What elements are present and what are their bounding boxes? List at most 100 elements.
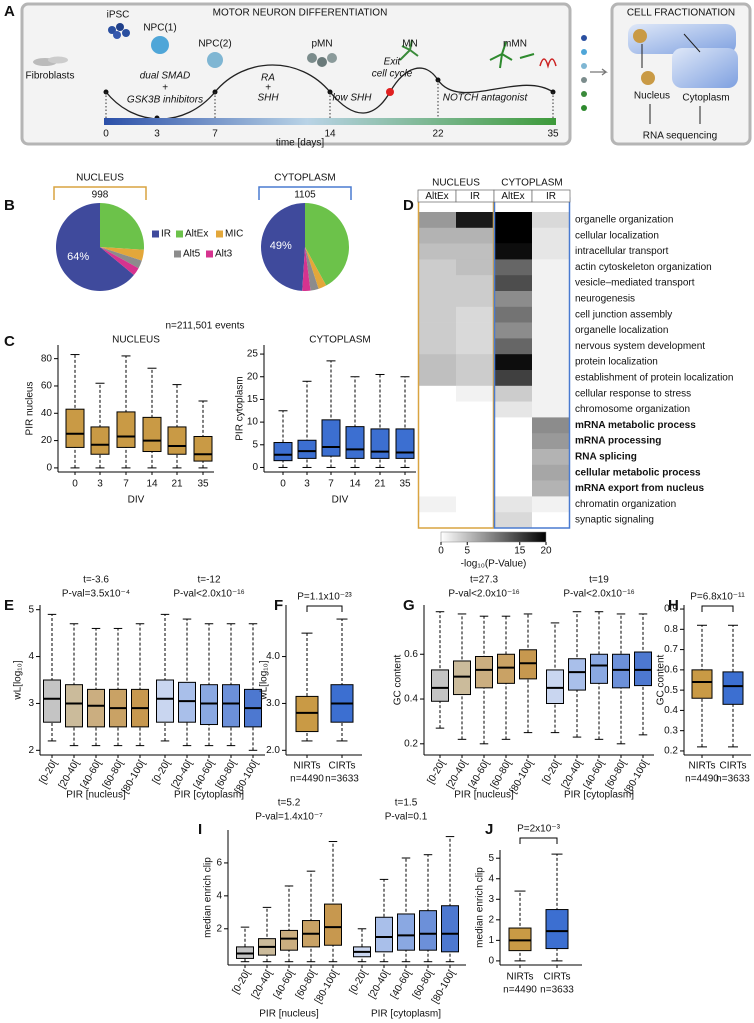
x-tick-label: 3 [97,479,103,490]
exit-dot [386,88,394,96]
heat-cell [418,354,456,371]
x-tick-label: 21 [374,479,386,490]
box [568,658,586,691]
treatment: + [162,83,168,94]
x-axis-label: DIV [128,495,145,506]
row-label: RNA splicing [575,452,637,463]
panel-letter: A [4,3,15,20]
y-tick-label: 25 [247,349,259,360]
stat-label: P-val=3.5x10⁻⁴ [62,589,130,600]
legend-label: Alt5 [183,249,201,260]
panel-letter: E [4,597,14,614]
x-tick-label: NIRTs [688,761,715,772]
heat-cell [456,259,494,276]
stat-label: P-val<2.0x10⁻¹⁶ [563,589,634,600]
y-tick-label: 2 [28,745,34,756]
circle [307,53,317,63]
x-tick-label: [0-20[ [231,968,253,996]
heat-cell [456,480,494,497]
pie-total: 1105 [294,190,316,201]
row-label: actin cytoskeleton organization [575,262,712,273]
heat-cell [456,464,494,481]
y-tick-label: 4 [28,651,34,662]
legend-swatch [174,250,181,258]
panel-letter: I [198,821,202,838]
y-tick-label: 0.4 [404,694,418,705]
y-tick-label: 2 [216,923,222,934]
circle [207,52,223,68]
x-tick-label: 14 [146,479,158,490]
heat-cell [532,433,570,450]
time-tick: 35 [547,129,559,140]
stat-label: P=6.8x10⁻¹¹ [690,592,745,603]
treatment: RA [261,73,275,84]
legend-swatch [176,230,183,238]
y-tick-label: 0.2 [404,738,418,749]
heat-cell [532,401,570,418]
heat-cell [532,275,570,292]
treatment: low SHH [333,93,373,104]
x-tick-label: 0 [280,479,286,490]
heat-cell [494,212,532,229]
y-axis-label: median enrich clip [203,857,214,938]
box [370,428,390,459]
stage-label: iPSC [107,10,130,21]
heat-cell [456,212,494,229]
x-tick-label: 35 [197,479,209,490]
circle [581,77,587,83]
pie-slice [260,203,305,291]
cells [33,23,557,69]
treatment: dual SMAD [140,71,191,82]
stat-label: t=5.2 [278,798,301,809]
group-label: PIR [cytoplasm] [174,790,244,801]
y-tick-label: 6 [216,858,222,869]
box [65,408,85,448]
row-label: protein localization [575,357,658,368]
x-tick-label: 21 [171,479,183,490]
panel-letter: D [403,197,414,214]
y-tick-label: 5 [252,439,258,450]
panel-letter: C [4,333,15,350]
panel-letter: H [668,597,679,614]
pie-slice [56,203,134,291]
heat-cell [494,306,532,323]
heat-cell [494,243,532,260]
box [222,684,240,728]
y-tick-label: 3.0 [266,698,280,709]
heat-cell [494,227,532,244]
day-guides [105,80,554,118]
box [65,684,83,728]
box [297,439,317,459]
col-header: IR [470,191,480,202]
bracket [519,837,558,844]
row-label: neurogenesis [575,294,635,305]
stat-label: P-val=0.1 [385,812,428,823]
treatment: NOTCH antagonist [443,93,529,104]
box [612,653,630,689]
circle [122,29,130,37]
cell-icons [581,35,608,111]
heat-cell [456,385,494,402]
time-tick: 3 [154,129,160,140]
path [539,58,557,69]
row-label: cellular localization [575,230,659,241]
pie-slice [100,247,139,276]
box [419,910,437,951]
legend-swatch [206,250,213,258]
diff-title: MOTOR NEURON DIFFERENTIATION [213,8,388,19]
row-label: intracellular transport [575,246,669,257]
box [116,411,136,448]
heat-cell [532,480,570,497]
box [395,428,415,459]
treatment: cell cycle [372,69,413,80]
box [453,660,471,696]
box [178,681,196,723]
heat-cell [532,212,570,229]
heat-cell [418,322,456,339]
cell-body [628,24,736,54]
pie-total: 998 [92,190,109,201]
panel-letter: B [4,197,15,214]
heat-cell [418,259,456,276]
heat-cell [532,306,570,323]
y-axis-label: PIR nucleus [25,382,36,436]
